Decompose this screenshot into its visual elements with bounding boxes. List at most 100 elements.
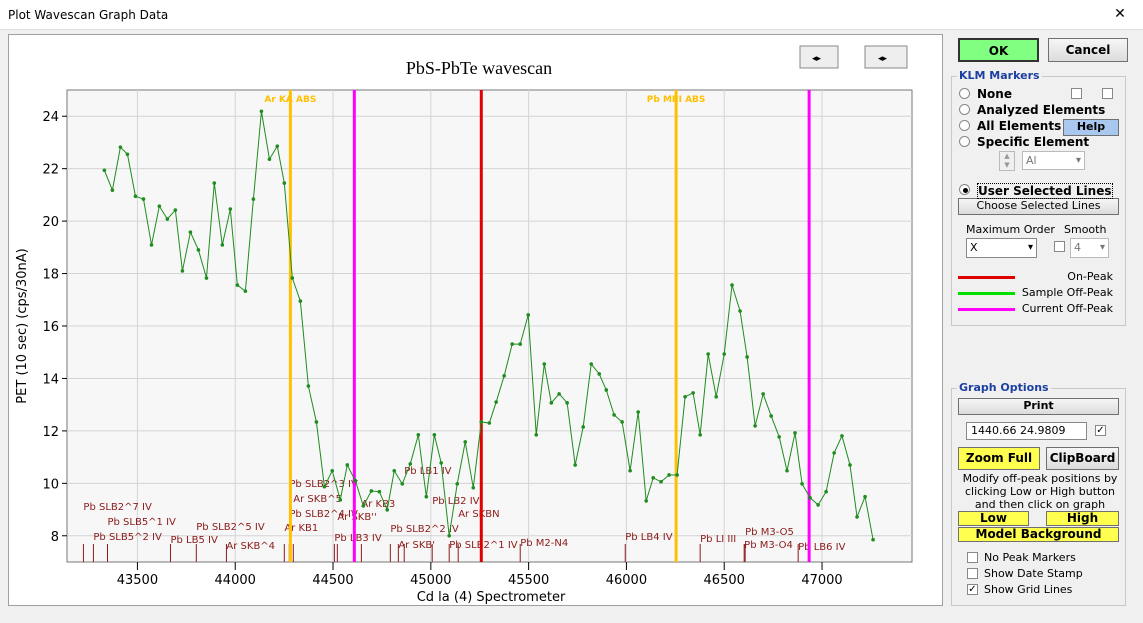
close-button[interactable]: ✕ xyxy=(1114,6,1126,22)
data-point xyxy=(628,468,632,473)
high-button[interactable]: High xyxy=(1046,511,1119,526)
data-point xyxy=(377,489,382,494)
checkbox[interactable] xyxy=(967,568,978,579)
checkbox[interactable] xyxy=(1071,88,1082,99)
data-point xyxy=(290,276,295,280)
checkbox[interactable]: ✓ xyxy=(967,584,978,595)
legend-label: On-Peak xyxy=(1067,270,1113,283)
data-point xyxy=(463,440,468,444)
y-tick-label: 12 xyxy=(42,425,59,440)
max-order-combo[interactable]: X xyxy=(966,238,1037,258)
radio[interactable] xyxy=(959,136,970,147)
radio[interactable] xyxy=(959,120,970,131)
y-tick-label: 22 xyxy=(42,163,59,178)
data-point xyxy=(675,473,679,477)
x-tick-label: 45000 xyxy=(410,573,451,588)
data-point xyxy=(338,498,343,502)
marker-label: Pb SLB2^5 IV xyxy=(196,522,265,533)
data-point xyxy=(636,410,640,414)
data-point xyxy=(424,494,429,499)
data-point xyxy=(141,197,146,201)
data-point xyxy=(447,533,452,538)
radio[interactable] xyxy=(959,104,970,115)
marker-label: Pb SLB2^1 IV xyxy=(449,540,518,551)
data-point xyxy=(439,461,443,465)
smooth-combo[interactable]: 4 xyxy=(1070,238,1109,258)
zoom-full-button[interactable]: Zoom Full xyxy=(958,447,1040,470)
marker-label: Ar SKB'' xyxy=(337,512,376,523)
data-point xyxy=(604,388,609,392)
data-point xyxy=(808,495,812,500)
ok-button[interactable]: OK xyxy=(958,38,1039,62)
coords-checkbox[interactable]: ✓ xyxy=(1095,425,1106,436)
radio-label: None xyxy=(977,87,1012,101)
marker-label: Pb SLB2^2 IV xyxy=(390,524,459,535)
x-spinner[interactable] xyxy=(799,45,839,69)
clipboard-button[interactable]: ClipBoard xyxy=(1046,447,1119,470)
data-point xyxy=(400,482,405,486)
help-button[interactable]: Help xyxy=(1063,119,1119,136)
data-point xyxy=(683,395,687,399)
legend-swatch xyxy=(958,292,1015,295)
checkbox[interactable] xyxy=(967,552,978,563)
data-point xyxy=(769,414,773,418)
data-point xyxy=(369,489,374,493)
data-point xyxy=(416,433,421,437)
element-combo[interactable]: Al xyxy=(1022,151,1085,170)
data-point xyxy=(855,515,859,519)
data-point xyxy=(267,157,272,162)
y-tick-label: 8 xyxy=(51,530,59,545)
model-background-button[interactable]: Model Background xyxy=(958,527,1119,542)
data-point xyxy=(392,468,397,473)
x-axis-label: Cd la (4) Spectrometer xyxy=(417,590,566,605)
spin-arrow: ◂▸ xyxy=(812,54,822,64)
data-point xyxy=(557,392,561,396)
x-tick-label: 47000 xyxy=(801,573,842,588)
y-axis-label: PET (10 sec) (cps/30nA) xyxy=(15,248,30,403)
checkbox-label: Show Grid Lines xyxy=(984,583,1073,596)
legend-swatch xyxy=(958,308,1015,311)
marker-label: Ar SKBN xyxy=(458,509,499,520)
data-point xyxy=(102,168,107,173)
data-point xyxy=(487,421,492,425)
max-order-label: Maximum Order xyxy=(966,223,1055,236)
data-point xyxy=(361,504,366,508)
y-tick-label: 24 xyxy=(42,110,59,125)
legend-label: Sample Off-Peak xyxy=(1021,286,1113,299)
marker-label: Pb LB3 IV xyxy=(334,533,381,544)
legend-label: Current Off-Peak xyxy=(1021,302,1113,315)
x-tick-label: 46000 xyxy=(606,573,647,588)
data-point xyxy=(644,499,648,503)
data-point xyxy=(745,355,749,359)
data-point xyxy=(659,479,663,484)
data-point xyxy=(330,468,335,473)
data-point xyxy=(549,401,554,405)
y-spinner[interactable] xyxy=(864,45,908,69)
marker-label: Pb M3-O5 xyxy=(745,527,794,538)
print-button[interactable]: Print xyxy=(958,398,1119,415)
x-tick-label: 44500 xyxy=(312,573,353,588)
radio[interactable] xyxy=(959,184,970,195)
smooth-label: Smooth xyxy=(1064,223,1107,236)
data-point xyxy=(832,451,836,455)
cancel-button[interactable]: Cancel xyxy=(1048,38,1128,62)
choose-lines-button[interactable]: Choose Selected Lines xyxy=(958,198,1119,215)
data-point xyxy=(597,372,602,376)
data-point xyxy=(243,289,248,293)
radio[interactable] xyxy=(959,88,970,99)
element-spinner[interactable]: ▲ ▼ xyxy=(999,151,1015,171)
peak-line-label: Pb MIII ABS xyxy=(647,95,706,105)
data-point xyxy=(212,181,217,185)
data-point xyxy=(573,463,577,467)
chart-title: PbS-PbTe wavescan xyxy=(406,58,552,78)
data-point xyxy=(816,503,820,507)
data-point xyxy=(863,494,867,499)
checkbox[interactable] xyxy=(1102,88,1113,99)
spin-arrow: ◂▸ xyxy=(878,54,888,64)
marker-label: Pb M2-N4 xyxy=(520,538,568,549)
marker-label: Pb LB5 IV xyxy=(170,535,217,546)
marker-label: Pb SLB5^2 IV xyxy=(93,532,162,543)
smooth-checkbox[interactable] xyxy=(1054,241,1065,252)
marker-label: Ar KB3 xyxy=(361,499,395,510)
low-button[interactable]: Low xyxy=(958,511,1029,526)
